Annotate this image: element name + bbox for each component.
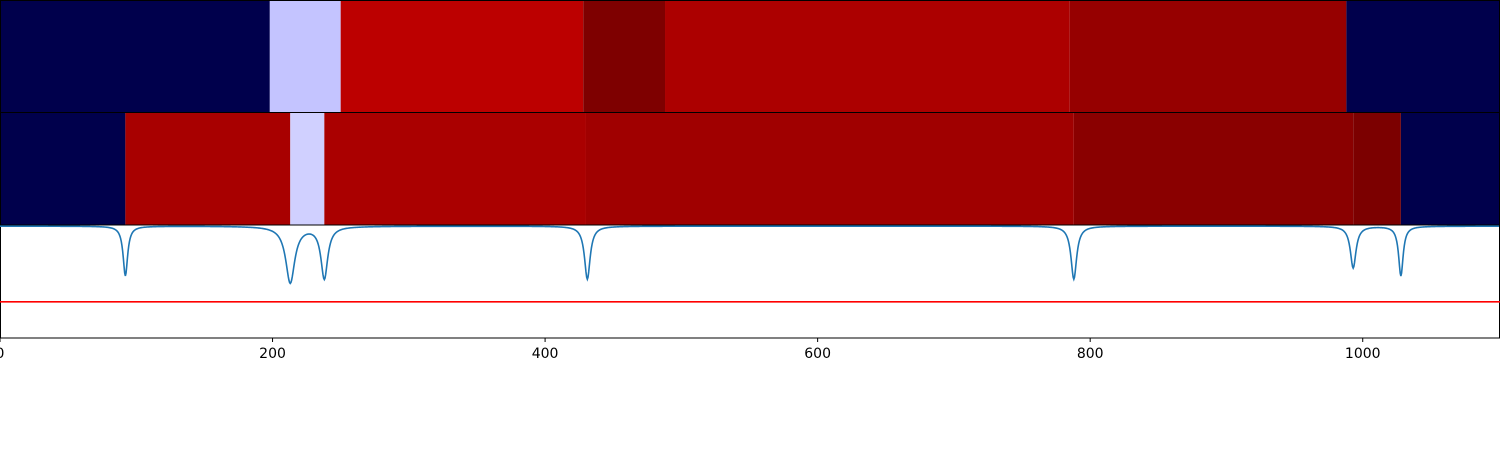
x-tick-label-0: 0 <box>0 346 4 362</box>
mid-segment-1 <box>125 113 291 225</box>
mid-segment-6 <box>1353 113 1401 225</box>
top-segment-panel <box>0 0 1500 113</box>
x-tick-label-1: 200 <box>259 346 286 362</box>
x-tick-label-5: 1000 <box>1345 346 1381 362</box>
x-tick-label-4: 800 <box>1077 346 1104 362</box>
middle-segment-panel <box>0 112 1500 226</box>
signal-panel-frame <box>0 224 1500 339</box>
top-segment-6 <box>1346 1 1499 112</box>
x-axis: 0 200 400 600 800 1000 <box>0 338 1381 362</box>
signal-panel <box>0 224 1500 339</box>
top-segment-0 <box>0 1 270 112</box>
mid-segment-7 <box>1400 113 1499 225</box>
mid-segment-3 <box>324 113 586 225</box>
top-segment-5 <box>1069 1 1347 112</box>
top-segment-1 <box>269 1 341 112</box>
mid-segment-0 <box>0 113 126 225</box>
mid-segment-5 <box>1073 113 1354 225</box>
top-segment-4 <box>665 1 1070 112</box>
top-segment-3 <box>583 1 666 112</box>
x-tick-label-2: 400 <box>532 346 559 362</box>
signal-line <box>0 225 1499 285</box>
x-tick-label-3: 600 <box>804 346 831 362</box>
mid-segment-2 <box>290 113 325 225</box>
top-segment-2 <box>340 1 584 112</box>
mid-segment-4 <box>585 113 1074 225</box>
